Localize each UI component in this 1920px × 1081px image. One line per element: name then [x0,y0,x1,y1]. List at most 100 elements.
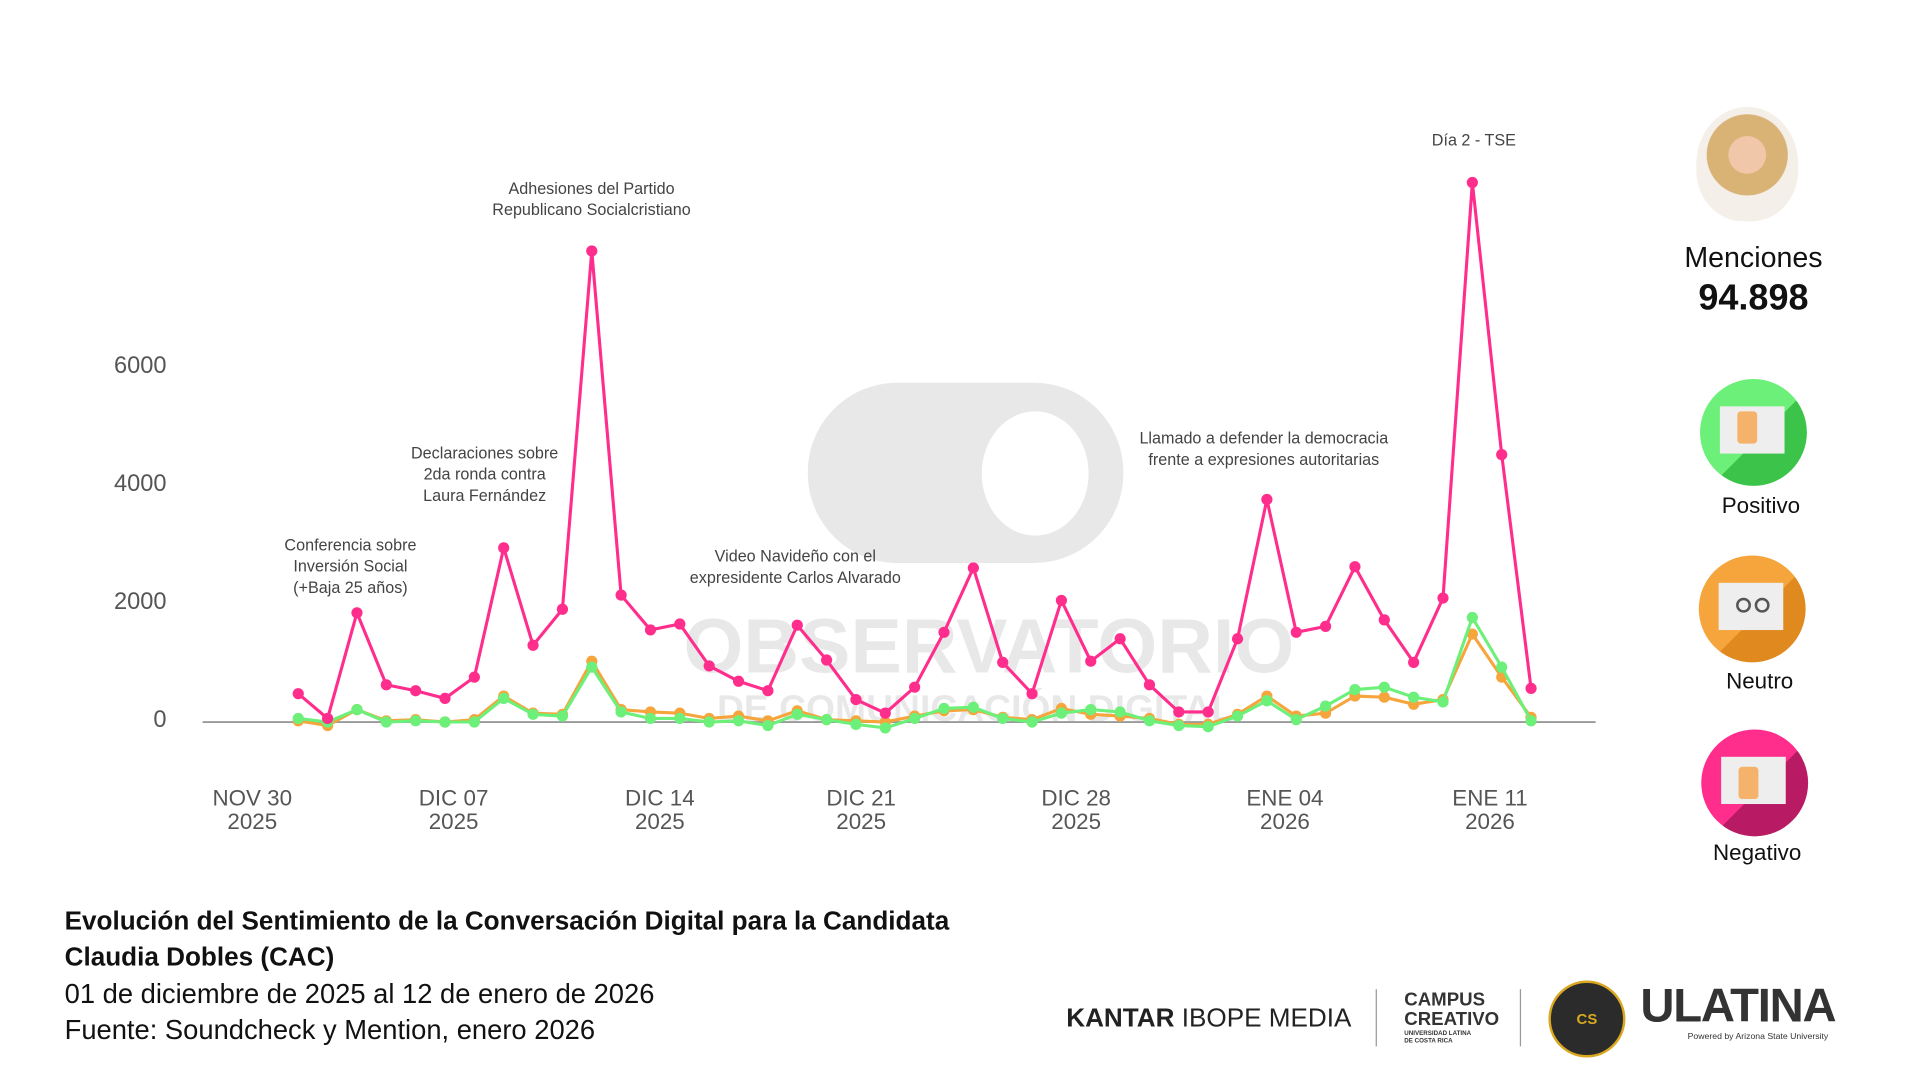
data-point-negativo [1202,706,1214,718]
data-point-negativo [644,624,657,636]
event-annotation: Video Navideño con el expresidente Carlos… [690,546,901,588]
data-point-negativo [1319,620,1332,632]
annotation-line: Día 2 - TSE [1431,130,1516,150]
annotation-line: Declaraciones sobre [411,443,559,463]
x-tick-label: DIC 07 2025 [391,785,515,834]
annotation-line: (+Baja 25 años) [293,577,408,597]
x-tick-label: DIC 14 2025 [598,785,722,834]
data-point-negativo [909,681,921,693]
data-point-negativo [1173,706,1185,718]
data-point-negativo [1496,449,1508,461]
annotation-line: Inversión Social [293,556,408,576]
data-point-positivo [468,716,480,728]
divider [1519,989,1522,1047]
event-annotation: Conferencia sobre Inversión Social (+Baja … [284,534,416,597]
neutral-face-icon [1698,555,1806,663]
thumbs-down-icon [1701,729,1809,837]
annotation-line: Conferencia sobre [284,535,417,555]
data-point-positivo [1437,696,1449,708]
data-point-positivo [292,712,304,725]
data-point-positivo [1085,704,1097,716]
annotation-line: Laura Fernández [423,485,547,505]
campus-creativo-logo: CAMPUS CREATIVO UNIVERSIDAD LATINA DE CO… [1404,990,1499,1045]
negative-label: Negativo [1713,840,1802,865]
data-point-positivo [674,712,686,725]
data-point-negativo [410,685,422,697]
data-point-negativo [1378,614,1390,626]
data-point-negativo [703,660,715,672]
y-tick-label: 2000 [113,589,167,616]
x-tick-month: DIC 14 [625,785,695,811]
data-point-negativo [879,707,891,719]
data-point-negativo [1290,626,1302,638]
x-tick-month: ENE 11 [1452,785,1528,811]
y-tick-label: 0 [153,707,167,734]
data-point-positivo [1231,710,1244,722]
data-point-negativo [1026,688,1038,700]
x-tick-label: NOV 30 2025 [190,786,314,834]
watermark-camera-icon [807,382,1124,563]
annotation-line: Video Navideño con el [714,546,877,566]
neutral-label: Neutro [1726,668,1794,694]
x-tick-month: DIC 21 [826,785,897,811]
event-annotation: Declaraciones sobre 2da ronda contra Laura… [411,442,558,505]
data-point-positivo [1496,661,1508,673]
x-tick-month: DIC 07 [418,785,489,811]
kantar-ibope-logo: KANTAR IBOPE MEDIA [1066,1004,1351,1034]
ulatina-logo: ULATINA Powered by Arizona State Univers… [1640,980,1836,1043]
data-point-positivo [1143,715,1156,727]
data-point-negativo [997,656,1009,668]
data-point-positivo [527,708,539,720]
data-point-negativo [1525,682,1537,694]
y-tick-label: 4000 [113,470,167,498]
data-point-negativo [732,675,745,687]
data-point-negativo [556,603,569,615]
chart-source: Fuente: Soundcheck y Mention, enero 2026 [64,1014,596,1046]
mentions-value: 94.898 [1698,278,1809,319]
data-point-negativo [1408,656,1420,668]
annotation-line: Adhesiones del Partido [508,178,675,198]
data-point-negativo [615,589,627,601]
data-point-positivo [380,716,392,728]
campus-text: CAMPUS [1404,989,1486,1011]
data-point-negativo [292,688,304,700]
kantar-text: KANTAR [1066,1004,1175,1033]
x-tick-year: 2025 [836,808,887,834]
data-point-positivo [909,712,921,725]
annotation-line: 2da ronda contra [423,464,546,484]
data-point-negativo [791,619,803,631]
data-point-positivo [1202,721,1214,733]
data-point-positivo [1290,714,1302,726]
data-point-positivo [732,715,745,727]
data-point-positivo [1525,715,1537,727]
chart-title: Evolución del Sentimiento de la Conversa… [64,907,950,972]
data-point-positivo [1466,611,1478,624]
ulatina-text: ULATINA [1640,980,1836,1033]
data-point-negativo [322,712,334,725]
data-point-positivo [1173,719,1185,732]
data-point-negativo [586,245,598,257]
event-annotation: Llamado a defender la democracia frente a… [1139,427,1388,469]
x-tick-year: 2026 [1465,808,1515,834]
data-point-positivo [850,718,862,730]
data-point-positivo [1026,716,1038,728]
creativo-text: CREATIVO [1404,1009,1500,1031]
x-tick-year: 2025 [1051,808,1102,834]
data-point-positivo [586,661,598,673]
positive-label: Positivo [1721,493,1801,519]
annotation-line: expresidente Carlos Alvarado [689,567,901,587]
data-point-negativo [1085,655,1097,667]
data-point-positivo [644,712,657,725]
x-tick-label: ENE 04 2026 [1223,786,1347,834]
data-point-positivo [1408,691,1420,703]
thumbs-up-icon [1700,379,1807,486]
x-tick-label: ENE 11 2026 [1428,785,1552,834]
data-point-positivo [997,712,1009,725]
cs-badge-logo: CS [1548,980,1626,1058]
asu-text: Powered by Arizona State University [1687,1032,1829,1042]
data-point-negativo [527,639,539,651]
mentions-label: Menciones [1684,241,1823,274]
data-point-negativo [762,685,774,697]
campus-subtext: UNIVERSIDAD LATINA DE COSTA RICA [1404,1030,1471,1046]
